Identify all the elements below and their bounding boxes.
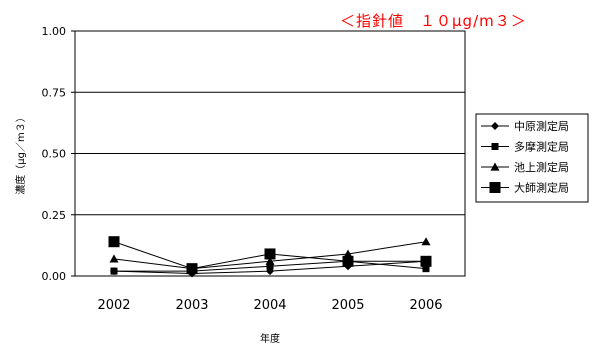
legend-marker-4 <box>489 182 501 193</box>
legend-marker-3 <box>490 162 500 171</box>
data-point-s3-2005 <box>343 249 353 258</box>
data-point-s4-2004 <box>264 248 276 260</box>
data-point-s3-2004 <box>265 256 275 265</box>
data-point-s3-2006 <box>421 237 431 246</box>
data-point-s4-2005 <box>342 255 354 267</box>
y-tick-label: 1.00 <box>42 25 67 38</box>
data-point-s2-2004 <box>266 262 274 270</box>
x-tick-label: 2003 <box>175 298 208 313</box>
data-point-s4-2006 <box>420 255 432 267</box>
data-point-s4-2002 <box>108 236 120 248</box>
y-tick-label: 0.75 <box>42 86 67 99</box>
data-point-s3-2002 <box>109 254 119 263</box>
y-tick-label: 0.25 <box>42 209 67 222</box>
y-axis-title: 濃度（μg／m３） <box>14 112 27 194</box>
data-point-s4-2003 <box>186 263 198 275</box>
x-tick-label: 2002 <box>97 298 130 313</box>
x-axis-title: 年度 <box>260 332 280 345</box>
legend-label-3: 池上測定局 <box>514 160 569 174</box>
y-tick-label: 0.00 <box>42 270 67 283</box>
x-tick-label: 2004 <box>253 298 286 313</box>
legend-label-4: 大師測定局 <box>514 181 569 195</box>
legend-marker-1 <box>491 122 499 130</box>
x-tick-label: 2006 <box>409 298 442 313</box>
guideline-annotation: ＜指針値 １０μg/m３＞ <box>340 12 527 30</box>
legend-marker-2 <box>491 143 499 150</box>
x-tick-label: 2005 <box>331 298 364 313</box>
legend-label-1: 中原測定局 <box>514 119 569 133</box>
legend-label-2: 多摩測定局 <box>514 140 569 154</box>
y-tick-label: 0.50 <box>42 148 67 161</box>
data-point-s2-2006 <box>422 265 430 273</box>
data-point-s2-2002 <box>110 267 118 275</box>
